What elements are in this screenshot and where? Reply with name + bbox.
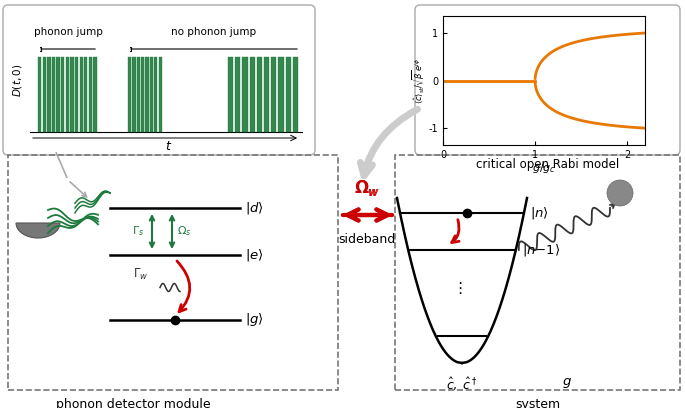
Y-axis label: $\langle\hat{c}\rangle_{\rm st}/\!\sqrt{\beta}\,e^{i\phi}$: $\langle\hat{c}\rangle_{\rm st}/\!\sqrt{… bbox=[411, 58, 427, 104]
Bar bbox=[47, 57, 51, 132]
Bar bbox=[61, 57, 64, 132]
Bar bbox=[286, 57, 291, 132]
Text: $|d\rangle$: $|d\rangle$ bbox=[245, 200, 264, 216]
Bar bbox=[137, 57, 140, 132]
Bar bbox=[79, 57, 83, 132]
Bar bbox=[249, 57, 255, 132]
Bar bbox=[154, 57, 158, 132]
Bar bbox=[93, 57, 97, 132]
Text: $\Omega_w$: $\Omega_w$ bbox=[355, 178, 379, 198]
Bar bbox=[8, 155, 338, 390]
Bar bbox=[52, 57, 55, 132]
FancyBboxPatch shape bbox=[3, 5, 315, 155]
Bar bbox=[38, 57, 41, 132]
Text: $\mathbf{\Omega}_w$: $\mathbf{\Omega}_w$ bbox=[354, 178, 380, 198]
Bar bbox=[228, 57, 233, 132]
Text: sideband: sideband bbox=[338, 233, 396, 246]
Bar bbox=[71, 57, 73, 132]
Bar bbox=[235, 57, 240, 132]
Bar bbox=[84, 57, 88, 132]
Text: $\vdots$: $\vdots$ bbox=[452, 280, 462, 296]
Text: phonon detector module: phonon detector module bbox=[56, 398, 211, 408]
Bar bbox=[395, 155, 680, 390]
Text: $|n\rangle$: $|n\rangle$ bbox=[530, 205, 549, 221]
Text: $t$: $t$ bbox=[165, 140, 173, 153]
FancyBboxPatch shape bbox=[415, 5, 680, 155]
Bar bbox=[66, 57, 69, 132]
Bar bbox=[42, 57, 46, 132]
Bar bbox=[150, 57, 153, 132]
Bar bbox=[242, 57, 247, 132]
Text: $\hat{c},\;\hat{c}^\dagger$: $\hat{c},\;\hat{c}^\dagger$ bbox=[446, 376, 477, 393]
Text: critical open Rabi model: critical open Rabi model bbox=[476, 158, 619, 171]
Text: $|e\rangle$: $|e\rangle$ bbox=[245, 247, 264, 263]
Bar bbox=[278, 57, 284, 132]
Circle shape bbox=[607, 180, 633, 206]
Bar bbox=[128, 57, 131, 132]
Bar bbox=[141, 57, 145, 132]
Text: $D(t,0)$: $D(t,0)$ bbox=[12, 63, 25, 97]
Text: no phonon jump: no phonon jump bbox=[171, 27, 257, 37]
Bar bbox=[132, 57, 136, 132]
Text: $|g\rangle$: $|g\rangle$ bbox=[245, 311, 264, 328]
Bar bbox=[145, 57, 149, 132]
Text: $|n{-}1\rangle$: $|n{-}1\rangle$ bbox=[522, 242, 560, 258]
Bar bbox=[75, 57, 78, 132]
Text: $\Gamma_w$: $\Gamma_w$ bbox=[133, 267, 148, 282]
Bar bbox=[56, 57, 60, 132]
Text: $\Omega_s$: $\Omega_s$ bbox=[177, 224, 192, 238]
Bar bbox=[271, 57, 276, 132]
Bar bbox=[89, 57, 92, 132]
Bar bbox=[159, 57, 162, 132]
Bar bbox=[292, 57, 298, 132]
X-axis label: $g/g_c$: $g/g_c$ bbox=[532, 161, 556, 175]
Text: system: system bbox=[515, 398, 560, 408]
Text: $\Gamma_s$: $\Gamma_s$ bbox=[132, 224, 144, 238]
Bar bbox=[257, 57, 262, 132]
Text: phonon jump: phonon jump bbox=[34, 27, 103, 37]
Bar bbox=[264, 57, 269, 132]
Polygon shape bbox=[16, 223, 60, 238]
Text: $g$: $g$ bbox=[562, 376, 572, 390]
